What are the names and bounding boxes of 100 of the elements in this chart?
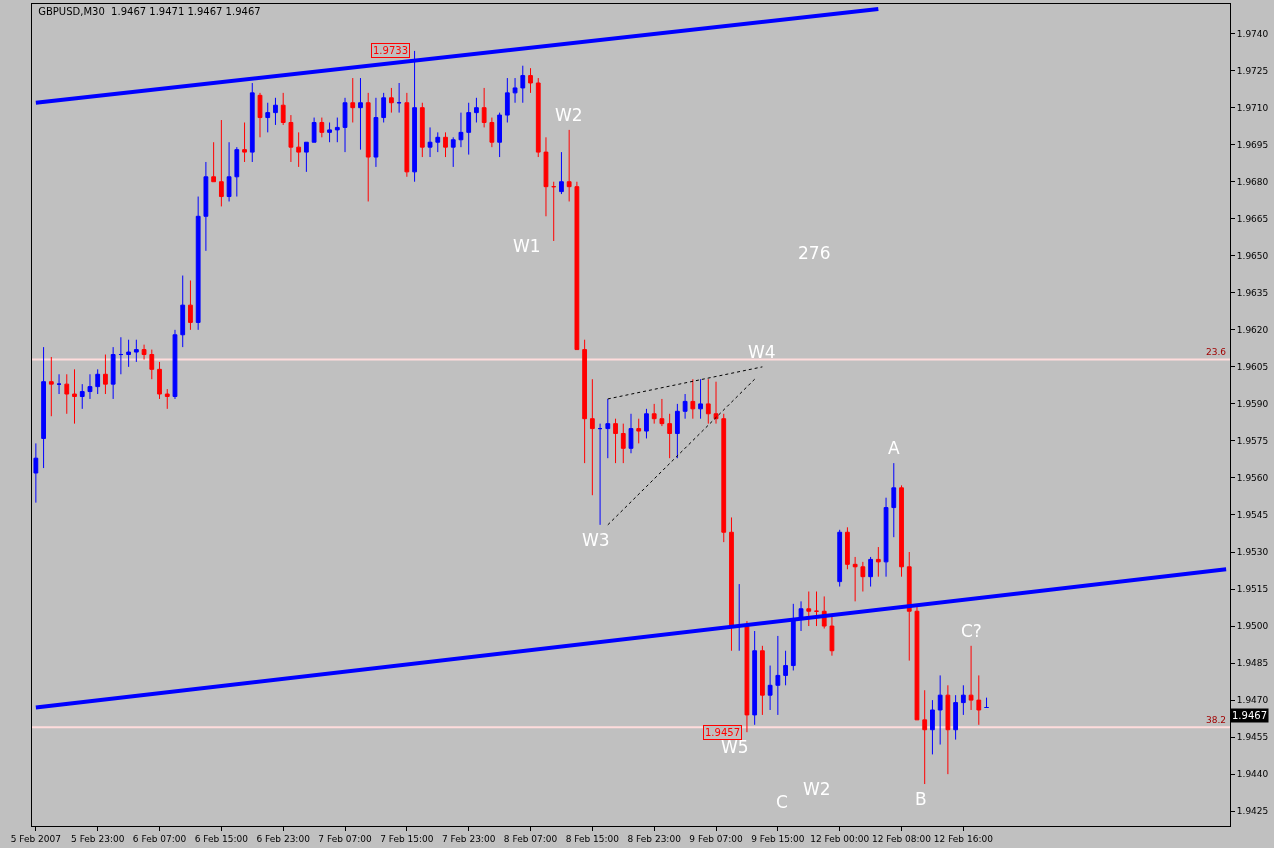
y-tick-label: 1.9455 [1236, 732, 1269, 743]
candlestick [651, 403, 657, 425]
candlestick [334, 117, 340, 143]
candlestick [280, 92, 286, 126]
candlestick [729, 516, 734, 652]
candlestick [899, 484, 904, 578]
candlestick [620, 423, 626, 464]
candlestick [845, 526, 850, 570]
y-tick-label: 1.9710 [1236, 102, 1269, 113]
candlestick [273, 97, 278, 126]
candlestick [296, 131, 302, 168]
candlestick [814, 591, 819, 627]
candlestick [937, 674, 943, 746]
candlestick [172, 329, 178, 400]
candlestick [682, 393, 688, 420]
candlestick [141, 344, 147, 360]
candlestick [33, 442, 39, 504]
candlestick [242, 121, 247, 163]
candlestick [829, 615, 835, 657]
candlestick [64, 373, 70, 415]
candlestick [234, 146, 240, 198]
candlestick [188, 279, 193, 331]
annotation: W1 [513, 236, 541, 256]
y-tick-label: 1.9560 [1236, 473, 1269, 484]
x-tick-label: 7 Feb 23:00 [442, 833, 496, 844]
candlestick [211, 141, 217, 183]
candlestick [976, 674, 982, 726]
candlestick [443, 131, 448, 158]
candlestick [520, 65, 526, 104]
x-tick-label: 5 Feb 2007 [10, 833, 62, 844]
candlestick [628, 413, 634, 454]
candlestick [342, 97, 348, 153]
candlestick [551, 181, 557, 242]
candlestick [79, 383, 85, 410]
candlestick [698, 378, 703, 420]
candlestick [303, 141, 309, 173]
candlestick [559, 151, 564, 195]
candlestick [883, 497, 889, 578]
candlestick [605, 398, 611, 459]
annotation: A [888, 438, 900, 458]
candlestick [837, 529, 843, 588]
x-tick-label: 12 Feb 08:00 [872, 833, 932, 844]
candlestick [667, 413, 673, 459]
y-tick-label: 1.9500 [1236, 621, 1269, 632]
y-tick-label: 1.9425 [1236, 806, 1269, 817]
x-tick-label: 5 Feb 23:00 [71, 833, 125, 844]
candlestick [760, 645, 765, 716]
x-tick-label: 8 Feb 07:00 [503, 833, 558, 844]
candlestick [288, 114, 294, 163]
candlestick [149, 349, 155, 380]
x-tick-label: 6 Feb 23:00 [256, 833, 311, 844]
y-tick-label: 1.9665 [1236, 213, 1269, 224]
candlestick [775, 635, 781, 716]
y-tick-label: 1.9725 [1236, 65, 1269, 76]
candlestick [960, 684, 966, 716]
candlestick [110, 346, 116, 400]
y-tick-label: 1.9680 [1236, 176, 1269, 187]
x-tick-label: 8 Feb 15:00 [565, 833, 620, 844]
x-tick-label: 6 Feb 15:00 [194, 833, 249, 844]
y-tick-label: 1.9530 [1236, 547, 1269, 558]
candlestick [636, 418, 642, 444]
y-tick-label: 1.9440 [1236, 769, 1269, 780]
x-tick-label: 8 Feb 23:00 [627, 833, 682, 844]
candlestick [721, 413, 727, 543]
candlestick [157, 361, 162, 400]
candlestick [56, 373, 62, 395]
candlestick [118, 336, 124, 375]
candlestick [659, 398, 665, 427]
candlestick [783, 650, 788, 686]
candlestick [72, 368, 77, 425]
candlestick [798, 600, 804, 632]
candlestick [497, 112, 502, 158]
annotation: W5 [721, 737, 749, 757]
candlestick [435, 131, 441, 153]
candlestick [906, 551, 912, 662]
annotation: C [776, 792, 788, 812]
annotation: 38.2 [1206, 715, 1227, 725]
candlestick [389, 87, 394, 114]
candlestick [945, 684, 951, 775]
y-tick-label: 1.9740 [1236, 28, 1269, 39]
candlestick [953, 694, 959, 741]
candlestick [528, 67, 533, 94]
candlestick [327, 121, 332, 143]
candlestick [203, 161, 209, 252]
y-tick-label: 1.9515 [1236, 584, 1269, 595]
x-tick-label: 6 Feb 07:00 [132, 833, 187, 844]
candlestick [319, 117, 325, 138]
y-tick-label: 1.9485 [1236, 658, 1269, 669]
candlestick [984, 697, 989, 709]
candlestick [512, 77, 518, 104]
candlestick [674, 403, 680, 459]
candlestick [489, 117, 495, 148]
candlestick [350, 77, 356, 123]
candlestick [736, 583, 742, 652]
candlestick [852, 556, 858, 602]
y-tick-label: 1.9620 [1236, 324, 1269, 335]
candlestick [868, 556, 873, 588]
candlestick [891, 462, 897, 538]
candlestick [566, 129, 572, 202]
x-tick-label: 7 Feb 07:00 [318, 833, 372, 844]
